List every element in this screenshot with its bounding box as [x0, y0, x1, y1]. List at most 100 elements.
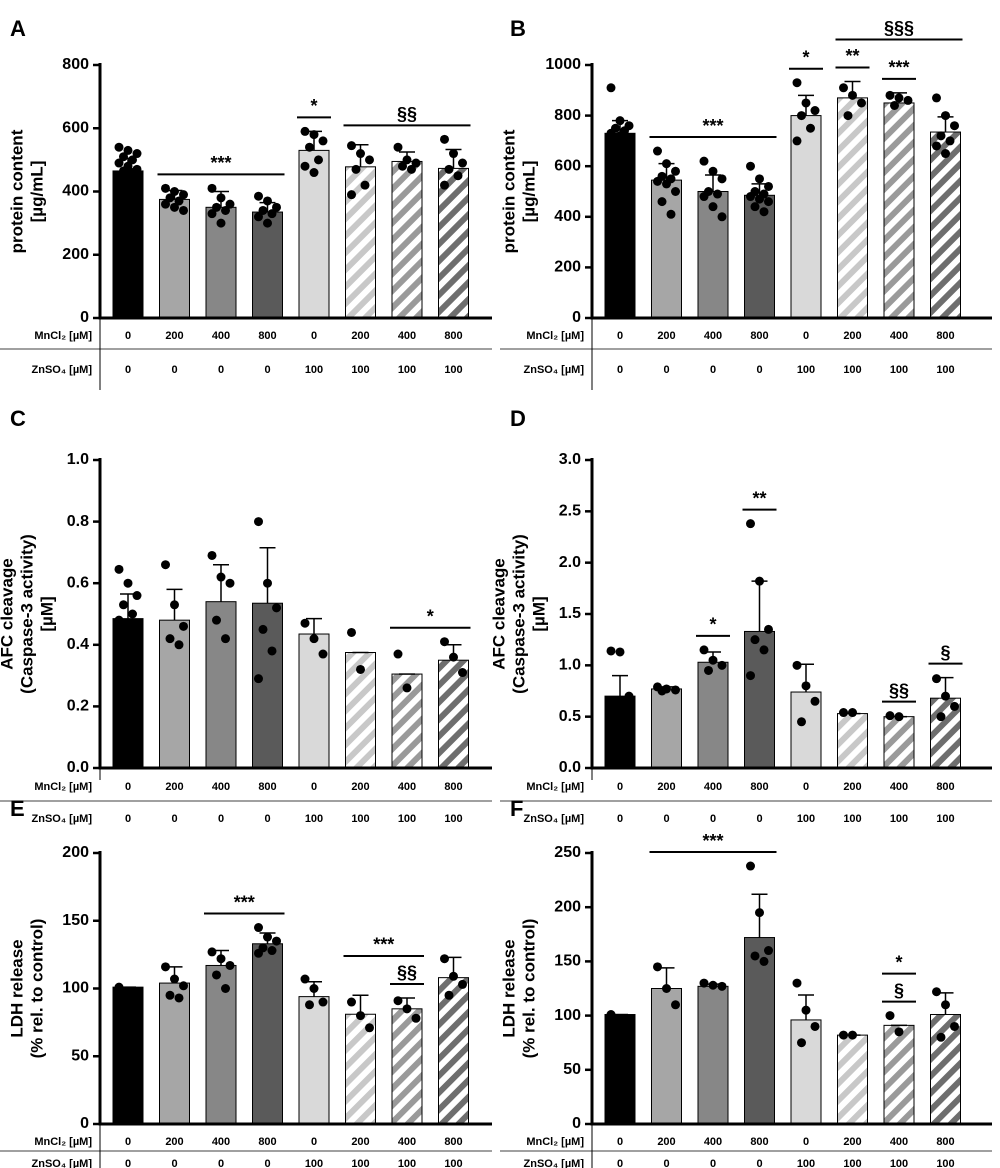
y-tick-label: 0	[80, 309, 89, 326]
data-point	[119, 600, 128, 610]
table-cell: 400	[704, 330, 722, 342]
bar	[837, 713, 868, 769]
table-cell: 0	[710, 1158, 716, 1168]
y-tick-label: 100	[554, 1007, 581, 1024]
data-point	[402, 1004, 412, 1014]
data-point	[179, 621, 188, 631]
data-point	[755, 908, 764, 918]
significance-label: *	[427, 606, 434, 626]
bar	[744, 937, 775, 1125]
data-point	[440, 180, 449, 190]
data-point	[885, 1011, 895, 1021]
table-cell: 0	[311, 1136, 317, 1148]
data-point	[254, 212, 263, 222]
data-point	[449, 652, 458, 662]
error-bar	[751, 580, 768, 632]
bar	[744, 194, 775, 319]
table-cell: 0	[710, 364, 716, 376]
data-point	[746, 519, 755, 529]
data-point	[801, 1005, 811, 1015]
table-cell: 0	[125, 330, 131, 342]
data-point	[174, 196, 184, 206]
data-point	[801, 98, 811, 108]
data-point	[318, 997, 328, 1007]
data-point	[797, 111, 806, 121]
data-point	[444, 990, 454, 1000]
data-point	[885, 711, 895, 721]
data-point	[932, 987, 941, 997]
table-cell: 0	[756, 1158, 762, 1168]
data-point	[407, 164, 416, 174]
table-cell: 100	[843, 813, 861, 825]
data-point	[179, 190, 188, 200]
significance-label: *	[802, 47, 809, 67]
data-point	[606, 646, 616, 656]
y-axis-label: (% rel. to control)	[519, 919, 538, 1059]
table-cell: 0	[803, 781, 809, 793]
data-point	[318, 649, 328, 659]
table-cell: 0	[663, 364, 669, 376]
data-point	[764, 197, 773, 207]
data-point	[936, 131, 946, 141]
table-cell: 100	[351, 1158, 369, 1168]
data-point	[216, 954, 226, 964]
data-point	[267, 209, 277, 219]
table-row-label: MnCl₂ [µM]	[34, 1136, 92, 1148]
data-point	[212, 615, 221, 625]
data-point	[615, 647, 625, 657]
table-cell: 400	[212, 781, 230, 793]
data-point	[611, 701, 620, 711]
data-point	[123, 578, 133, 588]
y-axis-label: (% rel. to control)	[27, 919, 46, 1059]
table-cell: 400	[704, 781, 722, 793]
data-point	[615, 116, 625, 126]
y-tick-label: 50	[563, 1061, 581, 1078]
data-point	[309, 168, 319, 178]
table-cell: 100	[351, 364, 369, 376]
table-cell: 800	[258, 1136, 276, 1148]
table-cell: 800	[444, 330, 462, 342]
data-point	[936, 712, 946, 722]
data-point	[161, 199, 170, 209]
data-point	[309, 634, 319, 644]
data-point	[746, 671, 755, 681]
bar	[883, 1024, 915, 1125]
table-cell: 0	[125, 781, 131, 793]
data-point	[792, 660, 802, 670]
table-cell: 100	[797, 364, 815, 376]
panel-label: A	[10, 16, 26, 41]
y-tick-label: 1000	[545, 56, 581, 73]
data-point	[365, 1023, 374, 1033]
data-point	[792, 136, 802, 146]
y-tick-label: 0.4	[67, 636, 89, 653]
data-point	[750, 202, 760, 212]
data-point	[810, 1021, 820, 1031]
table-cell: 0	[218, 364, 224, 376]
table-cell: 400	[398, 781, 416, 793]
table-cell: 0	[218, 813, 224, 825]
data-point	[792, 78, 802, 88]
data-point	[119, 166, 128, 176]
y-tick-label: 600	[554, 157, 581, 174]
y-axis-label: AFC cleavage	[489, 558, 508, 670]
data-point	[708, 202, 718, 212]
table-cell: 200	[351, 781, 369, 793]
table-cell: 400	[212, 330, 230, 342]
bar	[345, 166, 376, 319]
panel-label: C	[10, 406, 26, 431]
table-cell: 100	[351, 813, 369, 825]
table-cell: 200	[165, 330, 183, 342]
data-point	[360, 180, 370, 190]
table-cell: 100	[843, 1158, 861, 1168]
table-row-label: ZnSO₄ [µM]	[524, 813, 585, 825]
data-point	[662, 984, 671, 993]
data-point	[440, 637, 449, 647]
data-point	[216, 218, 226, 228]
data-point	[801, 681, 811, 691]
y-tick-label: 0	[572, 1115, 581, 1132]
data-point	[746, 192, 755, 202]
y-tick-label: 150	[554, 953, 581, 970]
data-point	[717, 660, 727, 670]
table-cell: 0	[710, 813, 716, 825]
